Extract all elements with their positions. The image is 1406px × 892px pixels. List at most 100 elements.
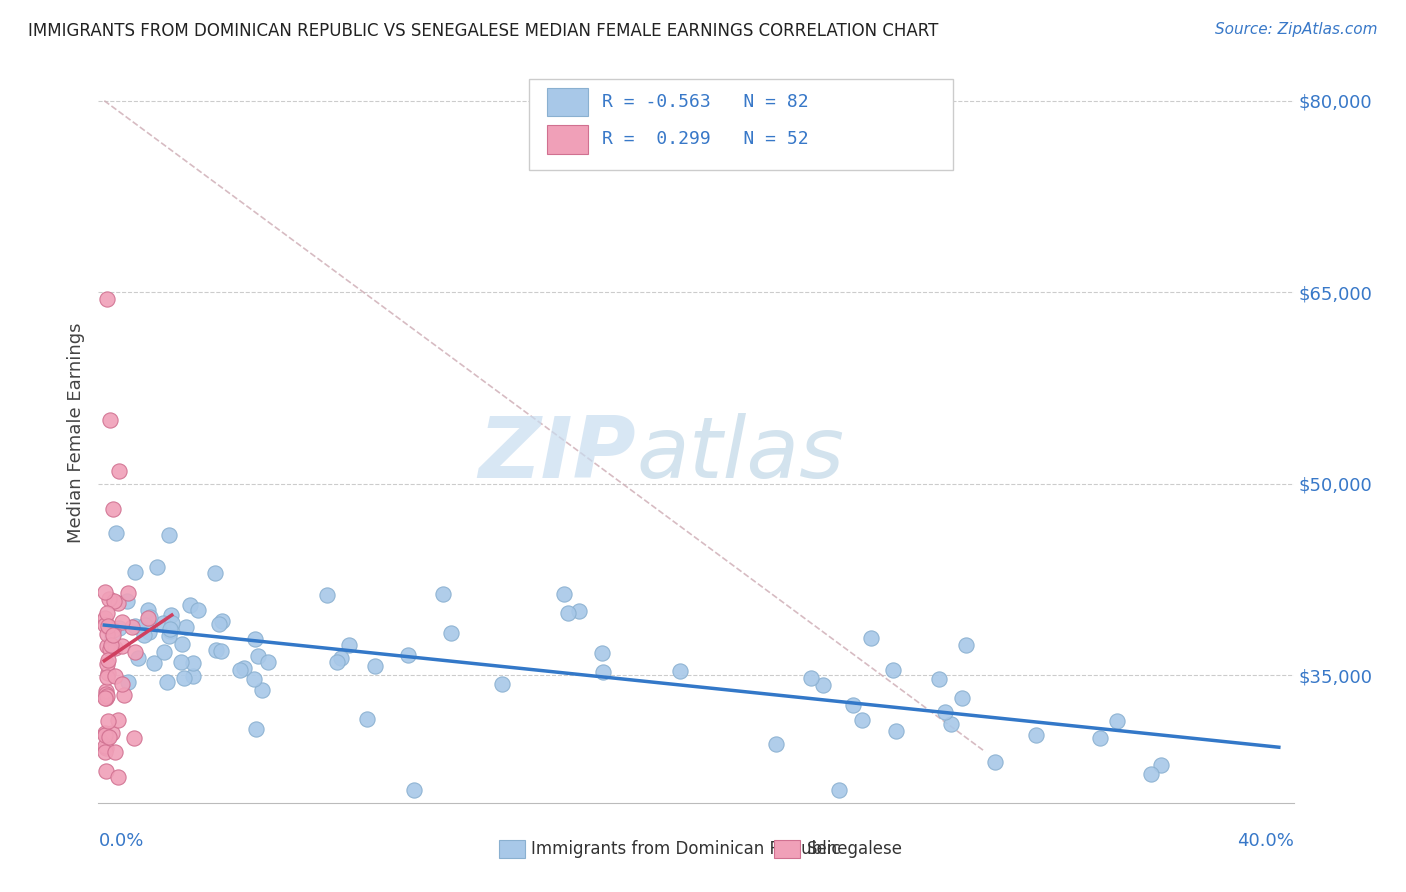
Point <box>170 656 193 670</box>
Point <box>183 656 205 670</box>
Point <box>170 637 193 651</box>
Point <box>117 674 139 689</box>
FancyBboxPatch shape <box>547 88 589 117</box>
Point <box>104 669 127 683</box>
Point <box>1090 731 1112 745</box>
Point <box>668 664 690 678</box>
Point <box>107 597 129 611</box>
Point <box>159 622 181 636</box>
Point <box>94 764 117 778</box>
FancyBboxPatch shape <box>773 840 800 858</box>
Point <box>94 585 117 599</box>
Point <box>100 630 122 644</box>
Point <box>127 651 149 665</box>
Point <box>339 638 361 652</box>
Point <box>111 639 134 653</box>
Point <box>96 740 118 755</box>
Point <box>229 663 252 677</box>
Point <box>250 683 273 698</box>
Point <box>98 730 121 744</box>
Point <box>124 644 146 658</box>
Point <box>96 689 118 703</box>
Point <box>1105 714 1128 728</box>
Point <box>97 591 120 606</box>
Point <box>121 620 143 634</box>
Point <box>1150 757 1173 772</box>
Point <box>138 624 160 639</box>
Point <box>96 640 118 654</box>
Point <box>96 657 118 672</box>
Point <box>204 642 226 657</box>
Point <box>94 610 117 624</box>
Point <box>243 632 266 646</box>
Point <box>356 712 378 726</box>
Point <box>142 656 165 670</box>
Point <box>364 658 387 673</box>
Point <box>107 713 129 727</box>
Point <box>245 722 267 736</box>
Point <box>159 527 181 541</box>
Point <box>329 651 352 665</box>
Point <box>94 728 117 742</box>
Point <box>553 587 575 601</box>
Point <box>104 526 127 541</box>
Point <box>882 663 904 677</box>
Point <box>174 620 197 634</box>
Point <box>315 588 337 602</box>
Point <box>98 621 121 635</box>
Point <box>983 756 1005 770</box>
Point <box>101 628 124 642</box>
Point <box>928 672 950 686</box>
Point <box>851 714 873 728</box>
Text: Immigrants from Dominican Republic: Immigrants from Dominican Republic <box>531 840 841 858</box>
Point <box>152 616 174 631</box>
Text: R = -0.563   N = 82: R = -0.563 N = 82 <box>602 94 808 112</box>
Point <box>108 464 131 478</box>
Point <box>96 684 118 698</box>
Point <box>94 745 117 759</box>
Point <box>160 607 183 622</box>
Point <box>557 606 579 620</box>
Point <box>136 603 159 617</box>
Point <box>146 559 169 574</box>
Point <box>101 726 124 740</box>
Point <box>124 619 146 633</box>
Text: Source: ZipAtlas.com: Source: ZipAtlas.com <box>1215 22 1378 37</box>
Text: 40.0%: 40.0% <box>1237 832 1294 850</box>
Point <box>96 627 118 641</box>
Point <box>1025 728 1047 742</box>
Point <box>111 677 134 691</box>
Point <box>404 783 426 797</box>
Point <box>159 624 181 638</box>
Point <box>100 638 122 652</box>
Point <box>124 565 146 579</box>
Point <box>246 648 269 663</box>
Point <box>242 672 264 686</box>
Point <box>94 739 117 753</box>
Point <box>432 587 454 601</box>
Point <box>94 690 117 705</box>
Point <box>156 675 179 690</box>
Point <box>94 617 117 632</box>
Point <box>179 598 201 612</box>
Point <box>592 665 614 679</box>
Text: 0.0%: 0.0% <box>98 832 143 850</box>
Text: atlas: atlas <box>637 413 844 496</box>
Point <box>160 616 183 631</box>
Text: IMMIGRANTS FROM DOMINICAN REPUBLIC VS SENEGALESE MEDIAN FEMALE EARNINGS CORRELAT: IMMIGRANTS FROM DOMINICAN REPUBLIC VS SE… <box>28 22 938 40</box>
Point <box>97 666 120 681</box>
FancyBboxPatch shape <box>529 79 953 169</box>
Point <box>112 688 135 702</box>
Point <box>103 593 125 607</box>
FancyBboxPatch shape <box>547 126 589 153</box>
Point <box>859 631 882 645</box>
Point <box>591 646 613 660</box>
Point <box>94 686 117 700</box>
Point <box>828 783 851 797</box>
Point <box>884 724 907 739</box>
Point <box>101 623 124 637</box>
Point <box>568 604 591 618</box>
Text: ZIP: ZIP <box>478 413 637 496</box>
Point <box>183 669 205 683</box>
Point <box>204 566 226 580</box>
